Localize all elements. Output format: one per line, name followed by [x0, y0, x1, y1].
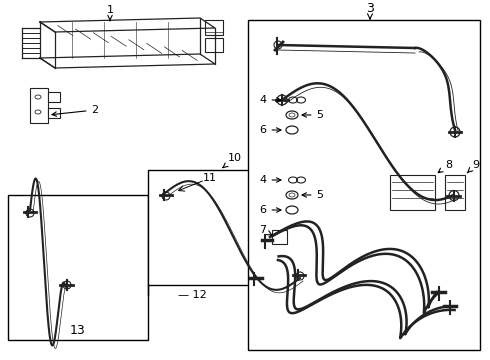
Text: 13: 13 — [70, 324, 86, 337]
Text: 5: 5 — [302, 190, 323, 200]
Text: 2: 2 — [52, 105, 98, 116]
Bar — [205, 20, 223, 35]
Bar — [48, 92, 60, 102]
Bar — [248, 20, 480, 350]
Bar — [272, 230, 287, 244]
Text: 3: 3 — [366, 3, 374, 19]
Bar — [30, 88, 48, 123]
Text: 4: 4 — [259, 175, 281, 185]
Bar — [48, 108, 60, 118]
Bar — [8, 195, 148, 340]
Text: 5: 5 — [302, 110, 323, 120]
Text: — 12: — 12 — [178, 290, 207, 300]
Text: 11: 11 — [203, 173, 217, 183]
Text: 10: 10 — [223, 153, 242, 168]
Bar — [148, 170, 318, 285]
Text: 4: 4 — [259, 95, 281, 105]
Bar — [390, 175, 435, 210]
Text: 7: 7 — [259, 225, 272, 235]
Bar — [445, 175, 465, 210]
Text: 1: 1 — [106, 5, 114, 21]
Text: 6: 6 — [260, 205, 281, 215]
Bar — [205, 38, 223, 52]
Text: 8: 8 — [438, 160, 452, 172]
Text: 9: 9 — [467, 160, 479, 173]
Text: 6: 6 — [260, 125, 281, 135]
